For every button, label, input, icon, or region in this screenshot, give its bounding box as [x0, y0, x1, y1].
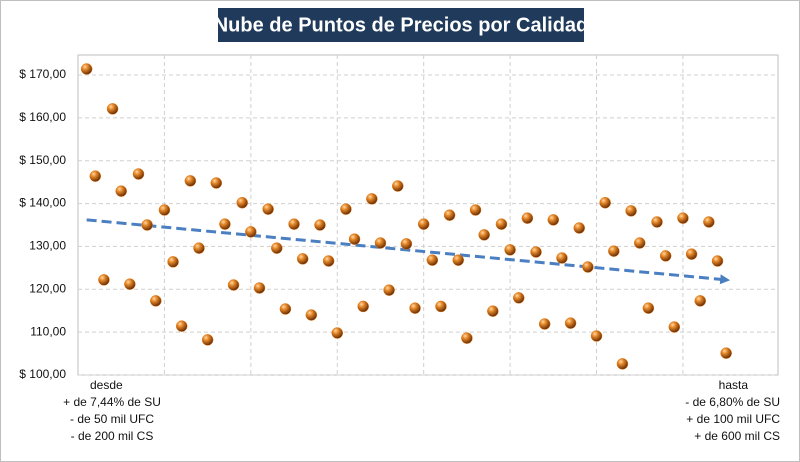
annotation-right: + de 100 mil UFC	[686, 412, 780, 426]
point	[720, 347, 732, 359]
point	[392, 180, 404, 192]
point	[245, 226, 257, 238]
point	[608, 245, 620, 257]
point	[443, 209, 456, 221]
point	[469, 204, 482, 216]
annotation-right: hasta	[719, 378, 749, 392]
point	[599, 196, 611, 209]
annotation-left: + de 7,44% de SU	[63, 395, 161, 409]
point	[582, 261, 594, 273]
point	[115, 185, 127, 197]
point	[210, 177, 223, 189]
chart-title: Nube de Puntos de Precios por Calidad	[214, 14, 589, 36]
trend-line	[86, 218, 731, 285]
point	[175, 320, 188, 332]
point	[495, 218, 508, 230]
point	[426, 254, 439, 266]
point	[694, 295, 706, 307]
point	[253, 282, 266, 294]
point	[400, 238, 413, 250]
point	[521, 212, 534, 224]
point	[89, 170, 102, 182]
point	[625, 205, 637, 217]
point	[288, 218, 300, 230]
annotation-right: + de 600 mil CS	[694, 429, 780, 443]
y-tick-label: $ 100,00	[19, 367, 66, 381]
point	[590, 330, 603, 342]
point	[530, 246, 542, 258]
point	[193, 242, 205, 254]
y-tick-label: $ 140,00	[19, 196, 66, 210]
point	[409, 302, 421, 314]
y-tick-label: $ 170,00	[19, 67, 66, 81]
point	[461, 332, 473, 344]
point	[305, 309, 318, 321]
point	[296, 253, 309, 265]
point	[106, 103, 119, 115]
point	[132, 168, 145, 180]
point	[322, 255, 335, 267]
point	[124, 278, 136, 290]
y-tick-label: 110,00	[30, 324, 66, 338]
point	[659, 250, 672, 262]
point	[417, 218, 430, 230]
point	[677, 212, 689, 224]
point	[98, 274, 110, 286]
point	[167, 256, 179, 268]
point	[452, 254, 464, 266]
point	[685, 248, 698, 260]
point	[711, 255, 724, 267]
point	[547, 214, 560, 226]
annotation-right: - de 6,80% de SU	[685, 395, 780, 409]
point	[219, 218, 231, 230]
point	[374, 237, 387, 249]
y-tick-label: 120,00	[29, 281, 66, 295]
point	[573, 222, 585, 234]
annotation-left: - de 50 mil UFC	[70, 412, 154, 426]
point	[435, 300, 447, 313]
point	[642, 302, 655, 314]
point	[150, 295, 162, 307]
y-tick-label: $ 160,00	[19, 110, 66, 124]
point	[348, 233, 361, 245]
title-box	[218, 8, 584, 42]
point	[80, 63, 93, 75]
point	[651, 216, 663, 228]
point	[271, 242, 283, 254]
point	[184, 175, 197, 187]
point	[158, 204, 171, 216]
y-tick-label: 130,00	[29, 239, 66, 253]
point	[616, 358, 629, 370]
plot-area	[77, 54, 779, 376]
point	[564, 317, 577, 329]
point	[340, 203, 352, 215]
point	[366, 193, 378, 205]
point	[538, 318, 551, 330]
point	[668, 321, 681, 333]
point	[633, 237, 646, 249]
point	[141, 219, 153, 231]
point	[201, 334, 214, 346]
point	[279, 303, 292, 315]
point	[703, 216, 715, 228]
annotation-left: desde	[90, 378, 123, 392]
point	[227, 279, 240, 291]
y-tick-label: $ 150,00	[19, 153, 66, 167]
point	[487, 305, 499, 317]
point	[383, 284, 395, 296]
point	[314, 219, 326, 231]
point	[262, 203, 274, 215]
point	[331, 327, 344, 339]
point	[512, 292, 525, 304]
point	[556, 252, 568, 264]
point	[504, 244, 516, 256]
point	[478, 229, 490, 241]
point	[357, 300, 369, 313]
point	[236, 196, 248, 209]
annotation-left: - de 200 mil CS	[71, 429, 154, 443]
